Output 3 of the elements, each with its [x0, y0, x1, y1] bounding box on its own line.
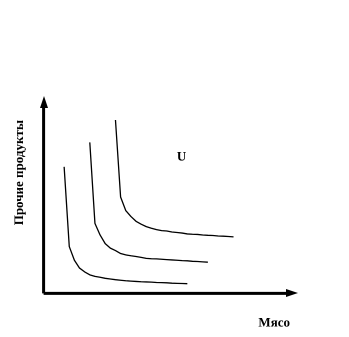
y-axis-title: Прочие продукты [11, 120, 26, 226]
x-axis-title: Мясо [258, 314, 290, 330]
annotation: U [176, 148, 187, 164]
